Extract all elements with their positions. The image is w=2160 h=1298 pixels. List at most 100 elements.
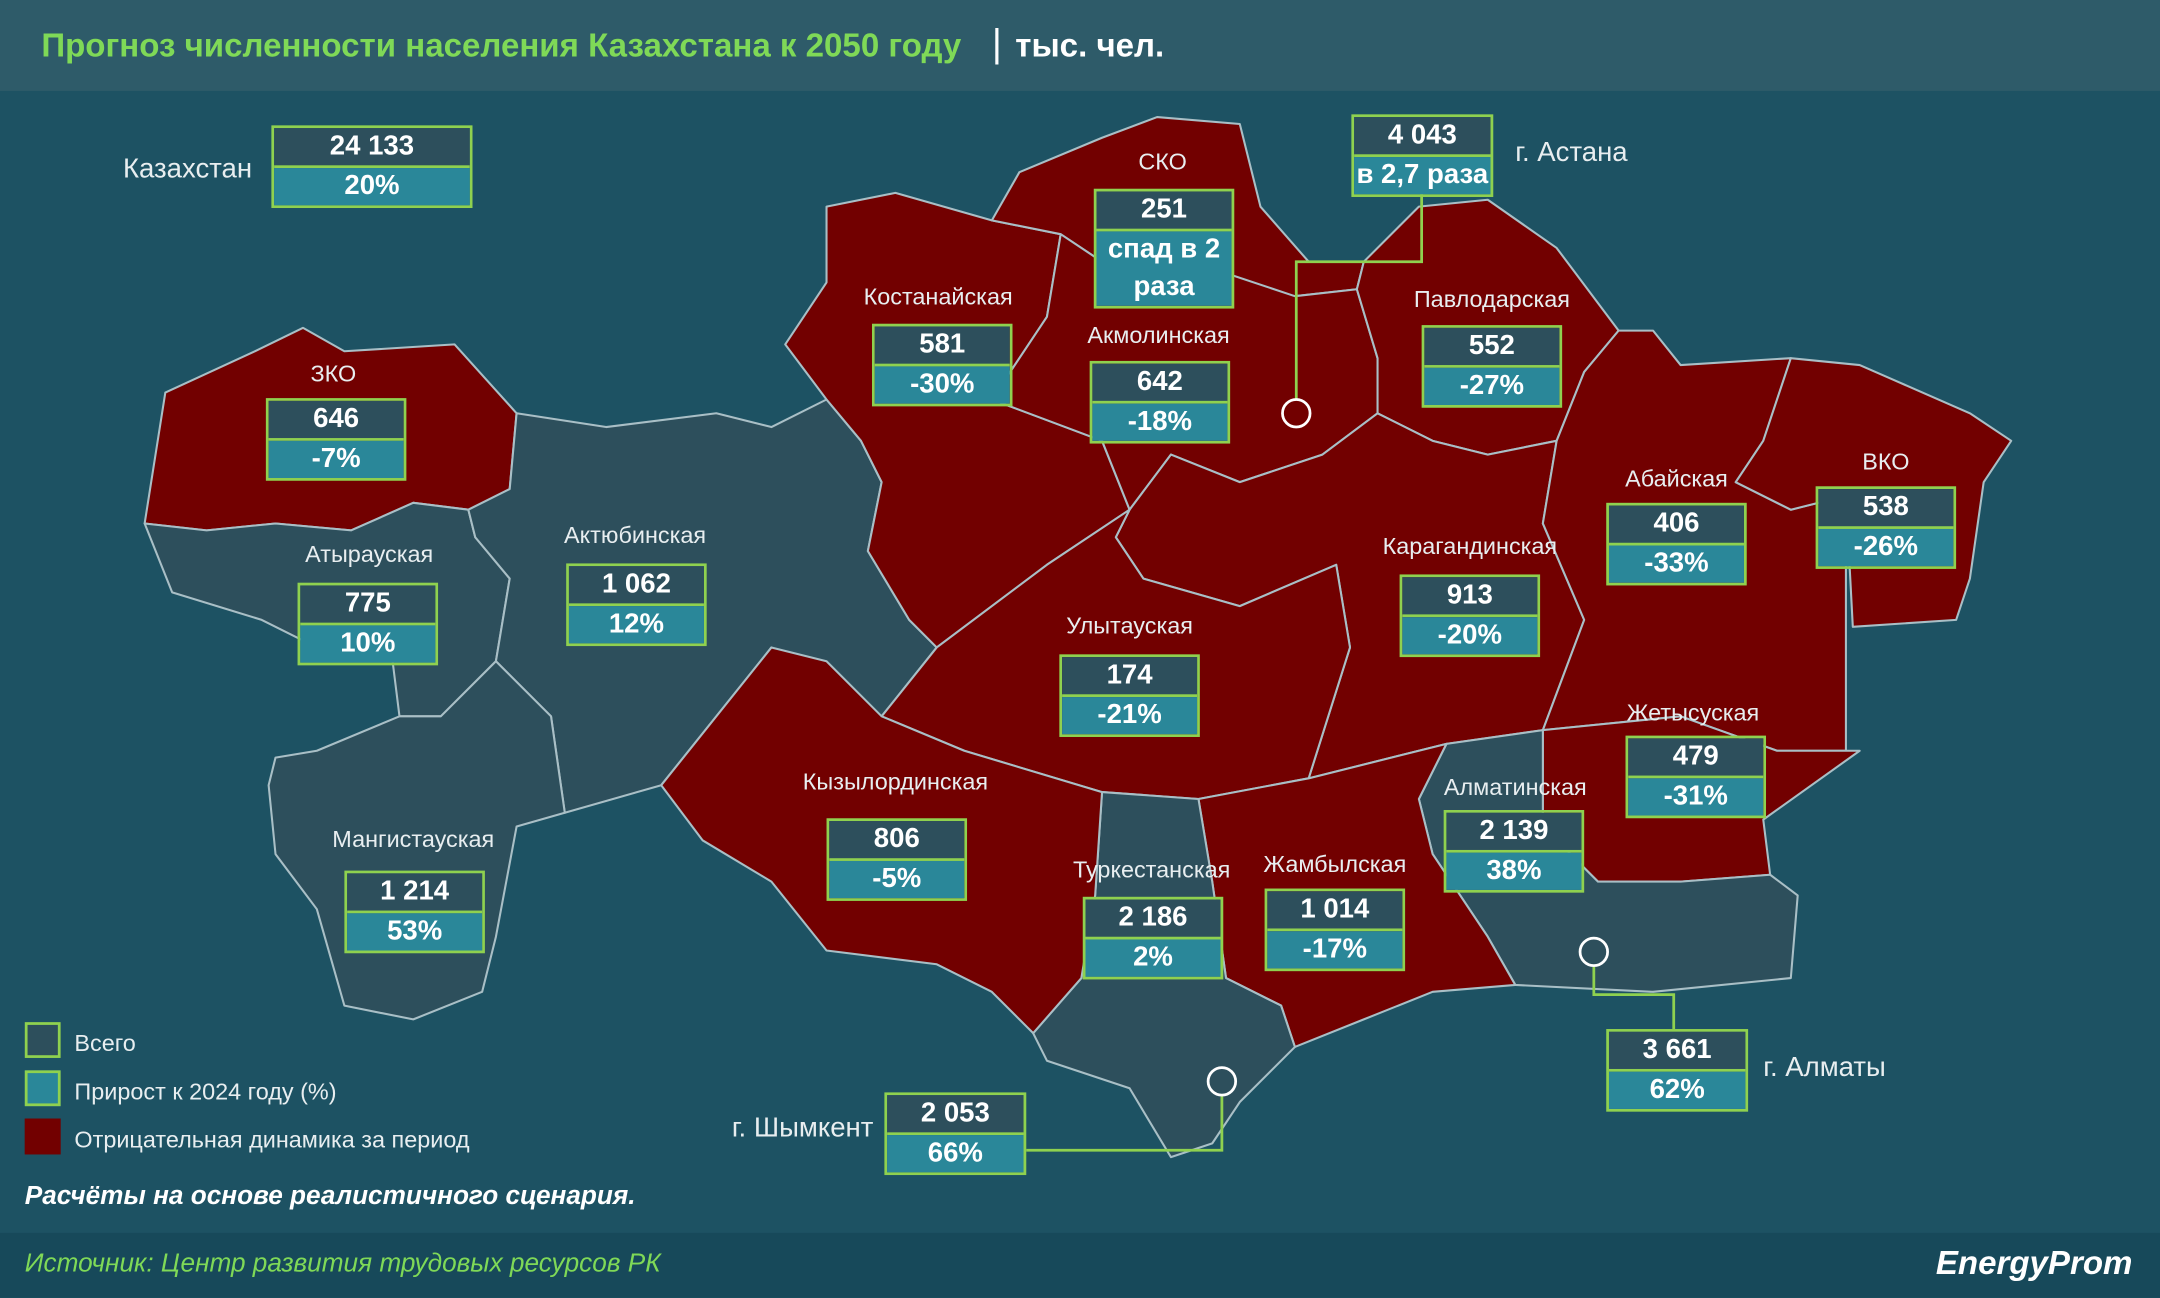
change-value: -31% bbox=[1628, 778, 1764, 816]
region-label: ЗКО bbox=[310, 360, 357, 388]
change-value: в 2,7 раза bbox=[1354, 157, 1491, 195]
region-label: Жетысуская bbox=[1626, 699, 1760, 726]
total-value: 775 bbox=[300, 585, 436, 626]
value-box: 2 186 2% bbox=[1082, 896, 1224, 980]
change-value: спад в 2 раза bbox=[1096, 231, 1232, 306]
value-box: 775 10% bbox=[297, 582, 439, 666]
total-value: 1 214 bbox=[347, 873, 483, 914]
legend-label: Прирост к 2024 году (%) bbox=[74, 1078, 337, 1105]
total-value: 24 133 bbox=[274, 128, 470, 169]
value-box: 581 -30% bbox=[871, 323, 1013, 407]
change-value: 10% bbox=[300, 625, 436, 663]
change-value: 2% bbox=[1085, 939, 1221, 977]
change-value: -20% bbox=[1402, 617, 1538, 655]
region-label: Абайская bbox=[1625, 465, 1728, 492]
leader-line bbox=[1294, 192, 1424, 400]
value-box: 552 -27% bbox=[1421, 325, 1563, 408]
region-label: Кызылординская bbox=[802, 768, 989, 795]
region-label: Туркестанская bbox=[1072, 856, 1231, 884]
total-value: 479 bbox=[1628, 738, 1764, 779]
total-value: 552 bbox=[1424, 327, 1560, 368]
value-box: 1 214 53% bbox=[344, 870, 485, 954]
value-box: 2 139 38% bbox=[1443, 809, 1585, 893]
region-label: Актюбинская bbox=[564, 522, 707, 549]
title-bar bbox=[0, 0, 2160, 91]
source: Источник: Центр развития трудовых ресурс… bbox=[24, 1249, 661, 1279]
value-box: 479 -31% bbox=[1625, 735, 1767, 819]
leader-line bbox=[1026, 1096, 1224, 1152]
value-box: 1 014 -17% bbox=[1264, 888, 1406, 972]
region-label: Улытауская bbox=[1066, 613, 1193, 640]
unit: тыс. чел. bbox=[1015, 27, 1165, 65]
region-label: Алматинская bbox=[1443, 774, 1587, 801]
total-value: 2 186 bbox=[1085, 899, 1221, 940]
footer bbox=[0, 1232, 2160, 1298]
change-value: 66% bbox=[887, 1135, 1024, 1173]
legend-label: Отрицательная динамика за период bbox=[74, 1126, 470, 1154]
change-value: -5% bbox=[829, 860, 965, 899]
total-value: 913 bbox=[1402, 577, 1538, 618]
legend-swatch bbox=[24, 1022, 61, 1058]
value-box: 1 062 12% bbox=[566, 563, 707, 647]
total-value: 1 062 bbox=[568, 566, 704, 607]
value-box: 642 -18% bbox=[1089, 360, 1231, 444]
region-label: Костанайская bbox=[863, 283, 1013, 310]
value-box: 538 -26% bbox=[1815, 486, 1957, 569]
city-label: г. Алматы bbox=[1763, 1052, 1886, 1083]
region-label: ВКО bbox=[1862, 449, 1910, 476]
country-label: Казахстан bbox=[122, 154, 253, 185]
value-box: 4 043 в 2,7 раза bbox=[1351, 114, 1494, 197]
total-value: 251 bbox=[1096, 191, 1232, 232]
city-marker bbox=[1578, 936, 1609, 968]
total-value: 581 bbox=[874, 326, 1010, 367]
region-label: Мангистауская bbox=[332, 826, 495, 853]
change-value: -7% bbox=[268, 440, 404, 479]
region-label: Карагандинская bbox=[1382, 533, 1558, 560]
change-value: 38% bbox=[1446, 852, 1582, 890]
total-value: 2 139 bbox=[1446, 812, 1582, 853]
region-label: Атырауская bbox=[305, 541, 434, 568]
change-value: 62% bbox=[1608, 1071, 1746, 1109]
total-value: 3 661 bbox=[1608, 1031, 1746, 1072]
total-value: 806 bbox=[829, 821, 965, 861]
total-value: 538 bbox=[1818, 489, 1954, 529]
title: Прогноз численности населения Казахстана… bbox=[41, 27, 962, 65]
value-box: 406 -33% bbox=[1606, 502, 1747, 586]
region-label: Акмолинская bbox=[1087, 322, 1230, 349]
legend-label: Всего bbox=[74, 1030, 136, 1057]
value-box: 174 -21% bbox=[1059, 654, 1200, 737]
value-box: 913 -20% bbox=[1399, 574, 1541, 658]
total-value: 4 043 bbox=[1354, 117, 1491, 158]
region-shape bbox=[267, 660, 566, 1021]
city-marker bbox=[1206, 1066, 1238, 1097]
change-value: 20% bbox=[274, 168, 470, 206]
value-box: 2 053 66% bbox=[884, 1092, 1027, 1176]
leader-line bbox=[1592, 967, 1676, 1030]
value-box: 24 133 20% bbox=[271, 125, 473, 209]
change-value: -26% bbox=[1818, 528, 1954, 567]
city-label: г. Астана bbox=[1515, 137, 1628, 169]
legend-swatch bbox=[24, 1070, 61, 1107]
note: Расчёты на основе реалистичного сценария… bbox=[24, 1181, 636, 1211]
change-value: -33% bbox=[1608, 545, 1744, 583]
value-box: 646 -7% bbox=[265, 398, 407, 481]
legend-swatch bbox=[24, 1118, 61, 1155]
total-value: 174 bbox=[1062, 657, 1198, 698]
total-value: 642 bbox=[1092, 363, 1228, 404]
region-label: Павлодарская bbox=[1413, 286, 1570, 313]
change-value: -30% bbox=[874, 366, 1010, 404]
total-value: 1 014 bbox=[1267, 891, 1403, 932]
change-value: -18% bbox=[1092, 403, 1228, 441]
brand: EnergyProm bbox=[1935, 1245, 2133, 1283]
value-box: 251 спад в 2 раза bbox=[1093, 188, 1235, 309]
change-value: -21% bbox=[1062, 697, 1198, 735]
change-value: -17% bbox=[1267, 931, 1403, 969]
change-value: 12% bbox=[568, 606, 704, 644]
separator: | bbox=[991, 22, 1002, 65]
change-value: -27% bbox=[1424, 367, 1560, 405]
change-value: 53% bbox=[347, 913, 483, 951]
region-label: Жамбылская bbox=[1263, 851, 1407, 878]
total-value: 646 bbox=[268, 400, 404, 441]
